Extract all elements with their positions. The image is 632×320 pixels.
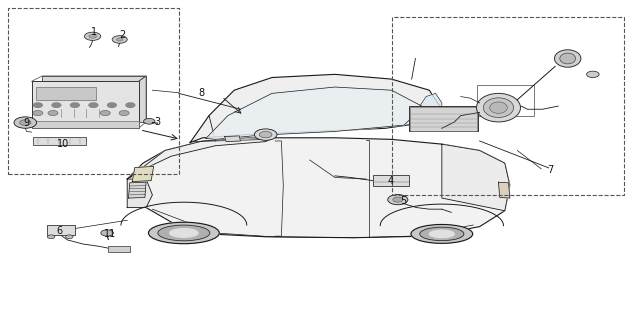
Circle shape [33, 103, 42, 107]
Bar [47, 225, 75, 236]
Circle shape [100, 110, 110, 116]
Bar [42, 76, 146, 122]
Text: 2: 2 [119, 30, 125, 40]
Text: 3: 3 [154, 117, 161, 127]
Circle shape [586, 71, 599, 77]
Bar [8, 8, 179, 174]
Bar [373, 175, 409, 186]
Bar [36, 87, 96, 100]
Text: 8: 8 [198, 88, 205, 98]
Polygon shape [127, 138, 510, 238]
Ellipse shape [560, 53, 576, 64]
Circle shape [85, 32, 101, 40]
Circle shape [20, 120, 31, 125]
Polygon shape [225, 136, 241, 142]
Circle shape [48, 110, 58, 116]
Ellipse shape [430, 230, 454, 238]
Circle shape [116, 38, 123, 41]
Ellipse shape [490, 102, 507, 113]
Text: 11: 11 [104, 228, 116, 239]
Ellipse shape [411, 224, 473, 243]
Polygon shape [190, 74, 442, 142]
Ellipse shape [149, 222, 219, 244]
Bar [32, 81, 138, 128]
Text: 9: 9 [23, 117, 30, 128]
Circle shape [107, 103, 116, 107]
Polygon shape [128, 182, 146, 198]
Bar [32, 121, 138, 128]
Circle shape [143, 118, 155, 124]
Polygon shape [127, 179, 152, 208]
Circle shape [52, 103, 61, 107]
Circle shape [101, 230, 113, 236]
Text: 1: 1 [92, 27, 97, 36]
Text: 4: 4 [387, 176, 393, 186]
Circle shape [33, 110, 43, 116]
Circle shape [259, 132, 272, 138]
Circle shape [387, 195, 408, 205]
Polygon shape [206, 87, 423, 140]
Circle shape [392, 197, 403, 202]
Text: 6: 6 [56, 226, 63, 236]
Bar [409, 106, 478, 132]
Text: 7: 7 [547, 165, 553, 175]
Polygon shape [416, 93, 442, 122]
Ellipse shape [483, 98, 514, 117]
Circle shape [89, 34, 97, 38]
Circle shape [66, 235, 73, 239]
Polygon shape [499, 182, 510, 198]
Ellipse shape [554, 50, 581, 67]
Text: 10: 10 [57, 139, 69, 149]
Bar [477, 85, 533, 116]
Ellipse shape [420, 227, 464, 241]
Polygon shape [132, 166, 154, 181]
Circle shape [47, 235, 55, 239]
Text: 5: 5 [399, 196, 406, 206]
Bar [108, 246, 130, 252]
Polygon shape [127, 138, 272, 179]
Circle shape [254, 129, 277, 140]
Circle shape [119, 110, 129, 116]
Polygon shape [442, 144, 510, 211]
Ellipse shape [477, 93, 521, 122]
Bar [33, 137, 87, 145]
Bar [391, 17, 624, 195]
Circle shape [71, 103, 79, 107]
Ellipse shape [158, 225, 210, 241]
Circle shape [112, 36, 127, 43]
Circle shape [89, 103, 98, 107]
Circle shape [126, 103, 135, 107]
Bar [410, 107, 477, 131]
Ellipse shape [170, 229, 198, 237]
Circle shape [14, 117, 37, 128]
